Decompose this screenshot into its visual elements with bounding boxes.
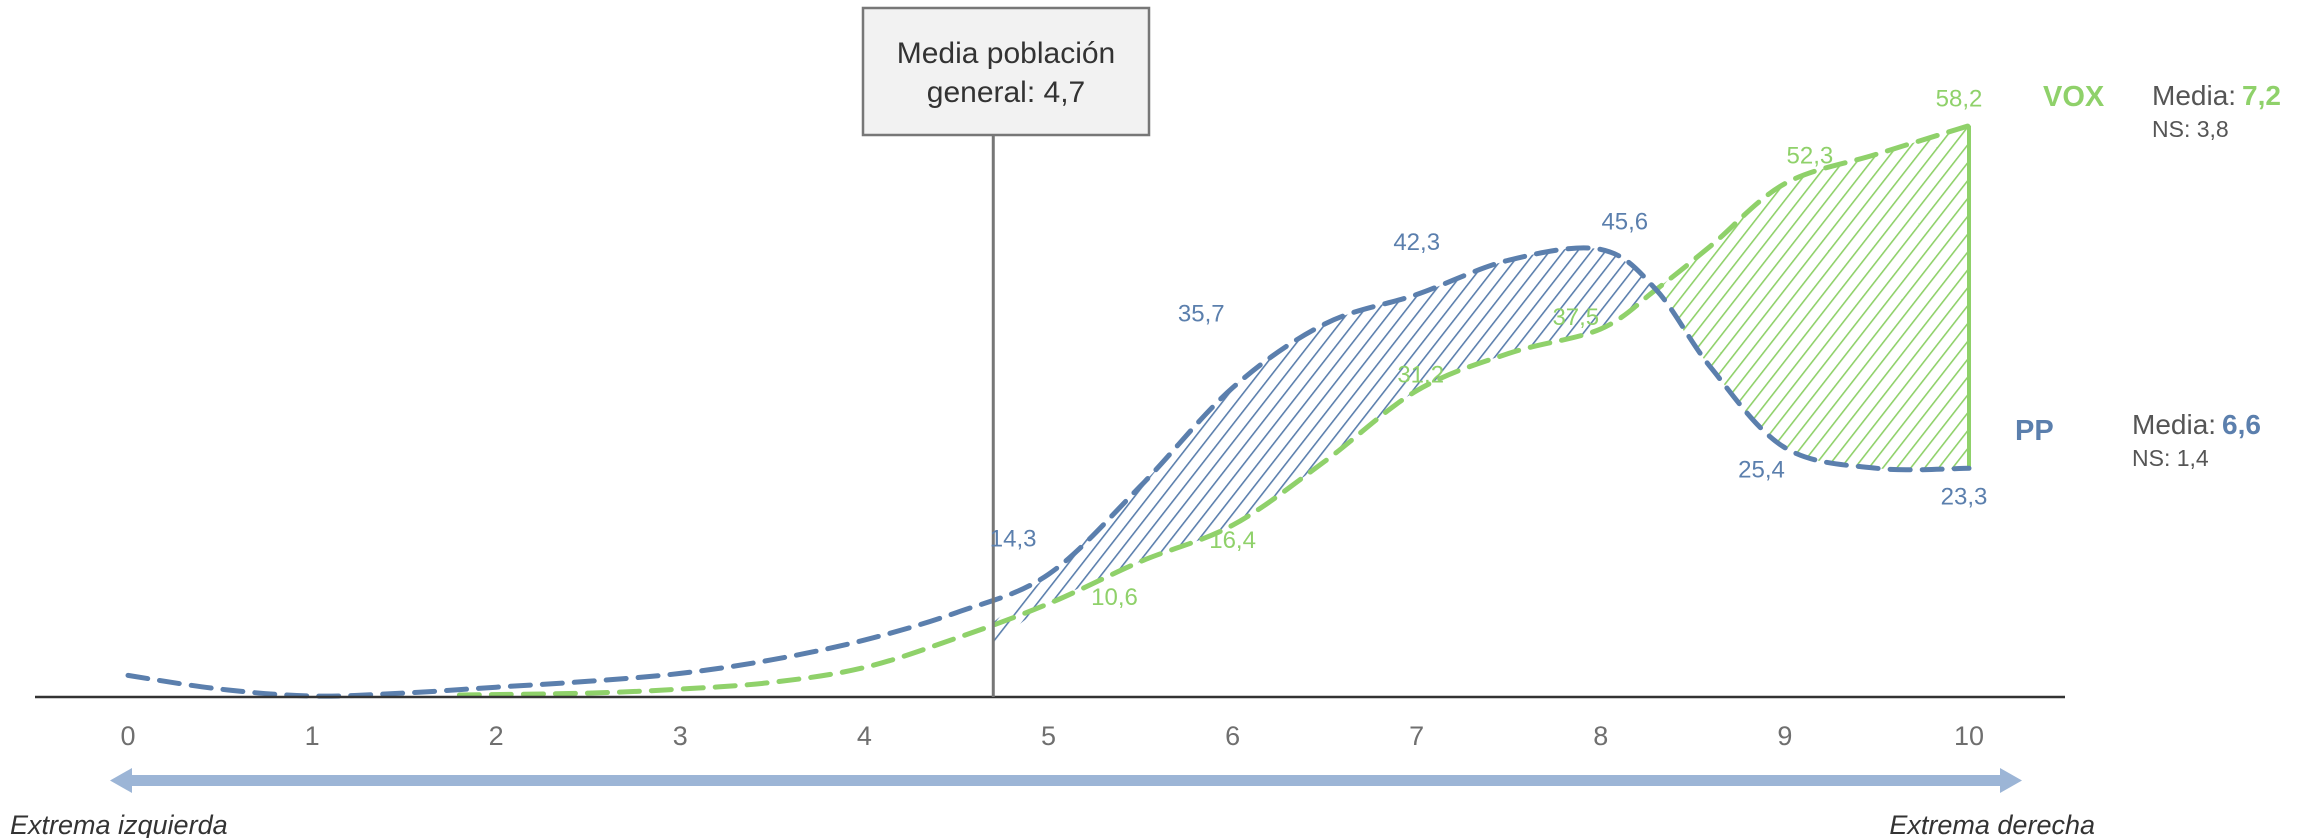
pp-data-label: 14,3 xyxy=(990,526,1037,553)
vox-data-label: 10,6 xyxy=(1091,584,1138,611)
x-tick-label: 1 xyxy=(305,721,320,751)
x-tick-label: 3 xyxy=(673,721,688,751)
ideology-arrow xyxy=(110,768,2022,793)
x-tick-label: 10 xyxy=(1954,721,1984,751)
pp-data-label: 23,3 xyxy=(1941,483,1988,510)
pp-data-label: 35,7 xyxy=(1178,301,1225,328)
vox-data-label: 52,3 xyxy=(1787,143,1834,170)
vox-data-label: 16,4 xyxy=(1209,527,1256,554)
vox-line xyxy=(456,123,1972,698)
vox-ns: NS: 3,8 xyxy=(2152,116,2229,142)
pp-gap-area xyxy=(993,247,1656,647)
mean-annotation-box xyxy=(861,6,1151,137)
series-name-pp: PP xyxy=(2015,415,2054,447)
vox-mean: Media: 7,2 xyxy=(2152,80,2281,111)
x-tick-labels: 0 1 2 3 4 5 6 7 8 9 10 xyxy=(120,721,1984,751)
x-tick-label: 2 xyxy=(489,721,504,751)
vox-data-label: 58,2 xyxy=(1936,86,1983,113)
mean-annotation-line2: general: 4,7 xyxy=(927,76,1085,109)
extreme-left-label: Extrema izquierda xyxy=(10,810,228,838)
x-tick-label: 4 xyxy=(857,721,872,751)
vox-gap-area xyxy=(1656,125,1969,470)
mean-annotation-line1: Media población xyxy=(897,37,1115,70)
pp-mean: Media: 6,6 xyxy=(2132,409,2261,440)
vox-data-label: 37,5 xyxy=(1552,304,1599,331)
series-curves xyxy=(125,123,1972,699)
x-tick-label: 0 xyxy=(120,721,135,751)
pp-line xyxy=(125,245,1972,699)
pp-mean-value: 6,6 xyxy=(2222,409,2261,440)
x-tick-label: 6 xyxy=(1225,721,1240,751)
vox-data-label: 31,2 xyxy=(1397,362,1444,389)
pp-ns: NS: 1,4 xyxy=(2132,445,2209,471)
pp-data-label: 42,3 xyxy=(1393,229,1440,256)
pp-data-label: 45,6 xyxy=(1601,208,1648,235)
pp-mean-label: Media: xyxy=(2132,409,2216,440)
series-name-vox: VOX xyxy=(2043,81,2105,113)
gap-areas xyxy=(993,125,1971,647)
x-tick-label: 9 xyxy=(1777,721,1792,751)
vox-mean-value: 7,2 xyxy=(2242,80,2281,111)
x-tick-label: 7 xyxy=(1409,721,1424,751)
x-tick-label: 8 xyxy=(1593,721,1608,751)
pp-data-label: 25,4 xyxy=(1738,457,1785,484)
x-tick-label: 5 xyxy=(1041,721,1056,751)
vox-mean-label: Media: xyxy=(2152,80,2236,111)
data-labels: 14,3 35,7 42,3 45,6 25,4 23,3 10,6 16,4 31,2 37,5… xyxy=(990,86,1988,611)
extreme-right-label: Extrema derecha xyxy=(1889,810,2095,838)
